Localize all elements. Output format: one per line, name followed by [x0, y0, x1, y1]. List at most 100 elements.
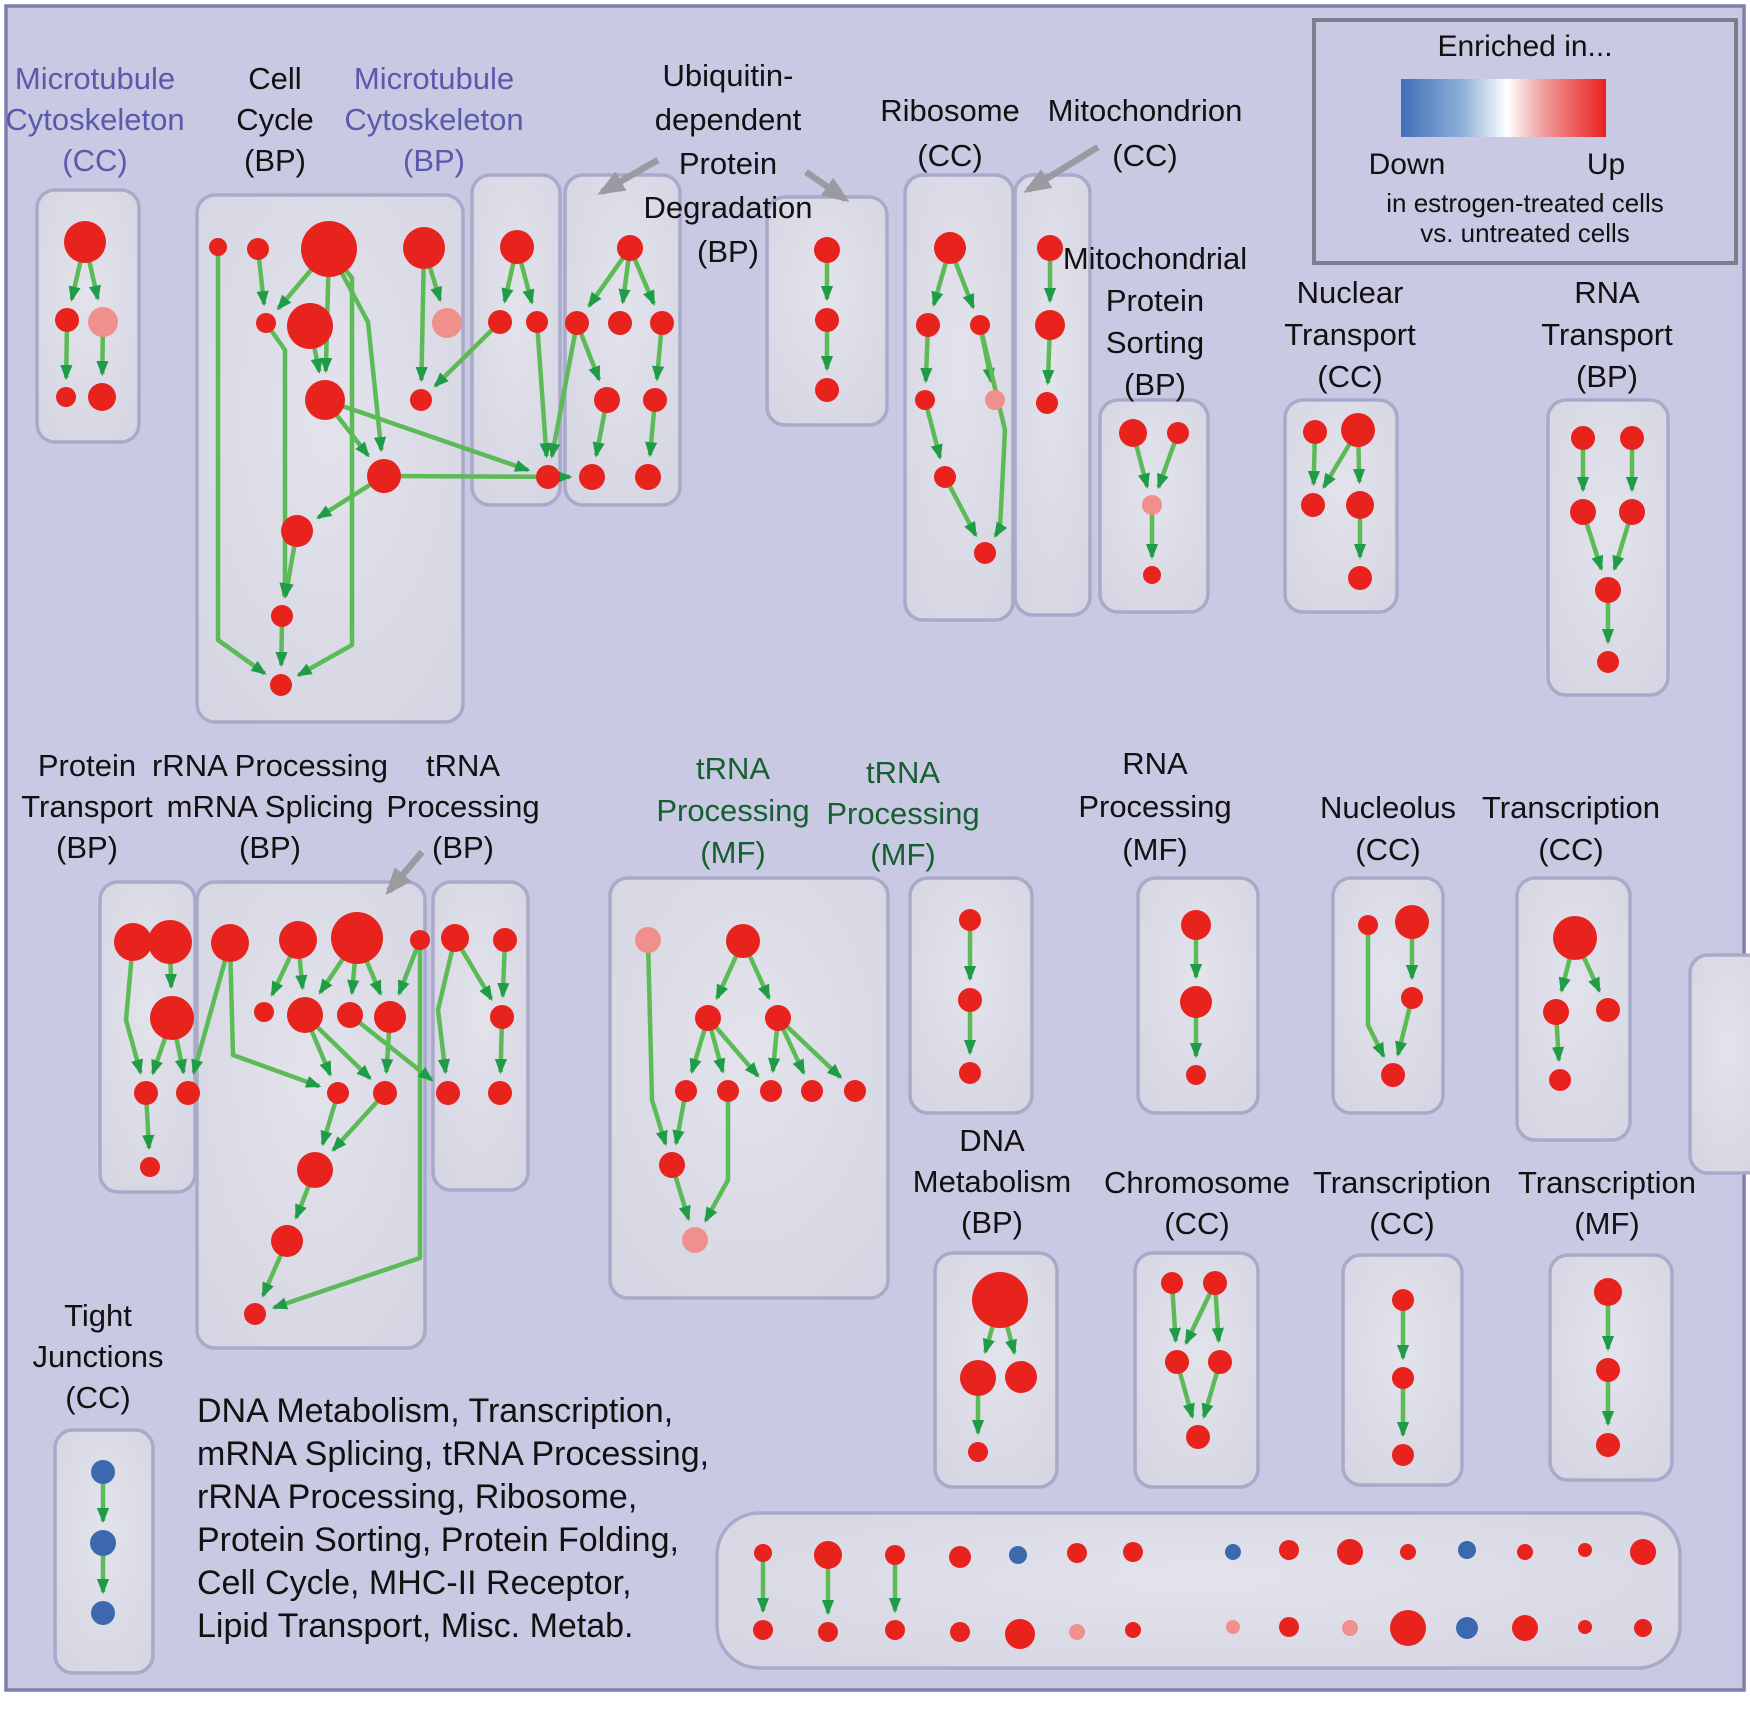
go-term-node-rna-proc-mf-2 [1186, 1065, 1206, 1085]
go-term-node-misc-box-2 [814, 1541, 842, 1569]
go-term-node-rrna-10 [297, 1152, 333, 1188]
go-term-node-misc-box-19 [1342, 1620, 1358, 1636]
go-term-node-cell-cycle-9 [367, 459, 401, 493]
go-term-node-misc-box-26 [1578, 1543, 1592, 1557]
go-term-node-mt-bp-1 [488, 310, 512, 334]
go-term-node-mt-cc-3 [56, 387, 76, 407]
go-term-node-tight-junctions-1 [90, 1530, 116, 1556]
go-term-node-cell-cycle-12 [270, 674, 292, 696]
go-term-node-ribosome-1 [916, 313, 940, 337]
go-term-node-chromosome-4 [1186, 1425, 1210, 1449]
go-term-node-rrna-8 [327, 1082, 349, 1104]
edge-arrow [227, 942, 322, 1089]
go-term-node-rna-transport-4 [1595, 577, 1621, 603]
go-term-node-misc-box-5 [885, 1620, 905, 1640]
go-term-node-trna-mf-1-6 [760, 1080, 782, 1102]
go-term-node-mps-2 [1142, 495, 1162, 515]
go-term-node-tight-junctions-0 [91, 1460, 115, 1484]
go-term-node-mito-1 [1035, 310, 1065, 340]
go-term-node-nucleolus-1 [1395, 905, 1429, 939]
edge-arrow [331, 1091, 387, 1152]
go-term-node-rna-proc-mf-0 [1181, 910, 1211, 940]
go-term-node-tight-junctions-2 [91, 1601, 115, 1625]
go-term-node-trna-bp-2 [490, 1005, 514, 1029]
go-term-node-rrna-11 [271, 1225, 303, 1257]
go-term-node-nucleolus-2 [1401, 987, 1423, 1009]
go-term-node-ubiq1-5 [643, 388, 667, 412]
cluster-box-transcription-cc-mid [1515, 876, 1632, 1142]
edge-arrow [433, 320, 502, 388]
go-term-node-misc-box-27 [1578, 1620, 1592, 1634]
go-term-node-trna-bp-0 [441, 924, 469, 952]
edge-arrow [703, 1091, 731, 1223]
go-term-node-transcription-cc-bot-1 [1392, 1367, 1414, 1389]
go-term-node-nucleolus-0 [1358, 915, 1378, 935]
cluster-box-ribosome [903, 173, 1015, 622]
legend-subtitle-line1: in estrogen-treated cells [1386, 188, 1664, 218]
go-term-node-nuc-transport-2 [1301, 493, 1325, 517]
edge-arrow [435, 937, 458, 1075]
go-term-node-cell-cycle-7 [305, 380, 345, 420]
go-term-node-misc-box-0 [754, 1544, 772, 1562]
go-term-node-cell-cycle-4 [256, 313, 276, 333]
go-term-node-rrna-6 [337, 1002, 363, 1028]
go-term-node-mt-cc-4 [88, 383, 116, 411]
cluster-box-dna-metab [933, 1251, 1059, 1489]
go-term-node-mps-1 [1167, 422, 1189, 444]
go-term-node-chromosome-0 [1161, 1272, 1183, 1294]
go-term-node-ubiq1-0 [617, 235, 643, 261]
go-term-node-trna-mf-1-9 [659, 1152, 685, 1178]
cluster-box-mt-bp [470, 173, 562, 507]
go-term-node-nuc-transport-1 [1341, 413, 1375, 447]
go-term-node-ubiq1-6 [579, 464, 605, 490]
label-annotation-arrow [385, 849, 425, 896]
go-term-node-trna-mf-1-0 [635, 927, 661, 953]
go-term-node-rrna-4 [254, 1002, 274, 1022]
go-term-node-cell-cycle-11 [271, 605, 293, 627]
go-term-node-misc-box-13 [1125, 1622, 1141, 1638]
go-term-node-nucleolus-3 [1381, 1063, 1405, 1087]
go-term-node-rrna-7 [374, 1001, 406, 1033]
go-term-node-protein-transport-3 [134, 1081, 158, 1105]
go-term-node-misc-box-17 [1279, 1617, 1299, 1637]
go-term-node-rrna-5 [287, 997, 323, 1033]
label-annotation-arrow [1023, 144, 1100, 193]
go-term-node-protein-transport-0 [114, 923, 152, 961]
go-term-node-protein-transport-1 [148, 920, 192, 964]
go-term-node-ubiq1-7 [635, 464, 661, 490]
go-term-node-transcription-mf-0 [1594, 1278, 1622, 1306]
go-term-node-trna-mf-1-5 [717, 1080, 739, 1102]
go-term-node-rrna-12 [244, 1303, 266, 1325]
go-term-node-trna-mf-1-7 [801, 1080, 823, 1102]
edge-arrow [645, 939, 668, 1147]
go-term-node-rna-transport-2 [1570, 499, 1596, 525]
go-term-node-cell-cycle-6 [432, 308, 462, 338]
go-term-node-chromosome-1 [1203, 1271, 1227, 1295]
legend-subtitle-line2: vs. untreated cells [1420, 218, 1630, 248]
go-term-node-mt-cc-1 [55, 308, 79, 332]
edge-arrow [348, 1013, 434, 1082]
go-term-node-transcription-mf-1 [1596, 1358, 1620, 1382]
go-term-node-misc-box-24 [1517, 1544, 1533, 1560]
go-term-node-nuc-transport-4 [1348, 566, 1372, 590]
go-term-node-chromosome-2 [1165, 1350, 1189, 1374]
go-term-node-trna-mf-1-4 [675, 1080, 697, 1102]
go-term-node-rrna-1 [279, 921, 317, 959]
go-term-node-dna-metab-2 [1005, 1361, 1037, 1393]
label-annotation-arrow [804, 169, 850, 203]
cluster-box-rrna [195, 880, 427, 1350]
go-term-node-rna-proc-mf-1 [1180, 986, 1212, 1018]
go-term-node-rrna-0 [211, 924, 249, 962]
legend-title: Enriched in... [1437, 30, 1613, 63]
go-term-node-transcription-mf-2 [1596, 1433, 1620, 1457]
label-annotation-arrow [597, 157, 660, 195]
go-term-node-transcription-cc-bot-0 [1392, 1289, 1414, 1311]
go-term-node-mt-cc-2 [88, 307, 118, 337]
go-term-node-ribosome-5 [934, 466, 956, 488]
go-term-node-mt-bp-2 [526, 311, 548, 333]
go-term-node-misc-box-7 [950, 1622, 970, 1642]
go-term-node-misc-box-15 [1226, 1620, 1240, 1634]
go-term-node-dna-metab-0 [972, 1272, 1028, 1328]
legend-gradient-bar [1401, 79, 1606, 137]
